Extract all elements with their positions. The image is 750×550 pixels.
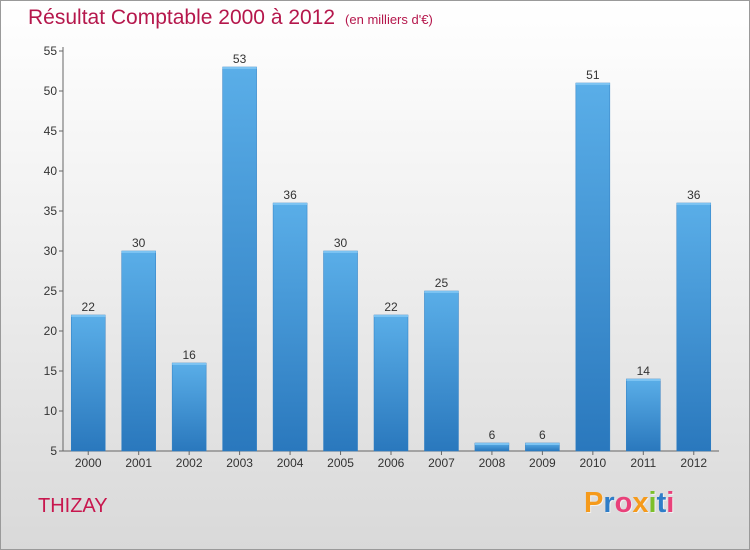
bar-top-highlight-2007 [424,291,459,293]
bar-top-highlight-2002 [172,363,207,365]
bar-top-highlight-2001 [121,251,156,253]
y-tick-label: 10 [44,404,58,418]
bar-2011 [626,378,661,452]
logo-letter: P [584,487,604,519]
bar-top-highlight-2012 [676,203,711,205]
y-tick-label: 30 [44,244,58,258]
value-label-2000: 22 [82,300,96,314]
value-label-2009: 6 [539,428,546,442]
chart-subtitle: (en milliers d'€) [345,12,433,27]
y-tick-label: 55 [44,44,58,58]
value-label-2001: 30 [132,236,146,250]
logo-letter: o [614,487,633,519]
bar-top-highlight-2008 [474,443,509,445]
value-label-2008: 6 [489,428,496,442]
bar-top-highlight-2006 [374,315,408,317]
value-label-2004: 36 [283,188,297,202]
x-tick-label: 2004 [277,456,304,470]
x-tick-label: 2000 [75,456,102,470]
x-tick-label: 2001 [125,456,152,470]
proxiti-logo[interactable]: Proxiti [584,487,674,520]
x-tick-label: 2003 [226,456,253,470]
logo-letter: x [632,487,649,519]
y-tick-label: 5 [50,444,57,458]
chart-title: Résultat Comptable 2000 à 2012 (en millie… [28,6,433,30]
labels-group: 2000 22 2001 30 2002 16 2003 53 2004 36 2005 30 2006… [75,52,708,470]
y-tick-label: 35 [44,204,58,218]
bar-2012 [676,202,712,452]
bar-2007 [424,290,459,452]
value-label-2005: 30 [334,236,348,250]
bar-top-highlight-2000 [71,315,106,317]
bar-2010 [575,82,611,452]
y-tick-label: 15 [44,364,58,378]
value-label-2002: 16 [182,348,196,362]
bar-2004 [272,202,308,452]
x-tick-label: 2009 [529,456,556,470]
y-tick-label: 45 [44,124,58,138]
bar-top-highlight-2005 [323,251,358,253]
logo-letter: i [666,487,675,519]
bar-2005 [323,250,358,452]
x-tick-label: 2010 [579,456,606,470]
bar-2003 [222,66,257,452]
bar-2000 [70,314,106,452]
bar-2002 [171,362,207,452]
logo-letter: i [648,487,657,519]
x-tick-label: 2008 [479,456,506,470]
value-label-2011: 14 [637,364,651,378]
place-name: THIZAY [38,495,108,517]
bar-top-highlight-2004 [273,203,308,205]
x-tick-label: 2012 [680,456,707,470]
chart-title-text: Résultat Comptable 2000 à 2012 [28,6,336,29]
bar-2006 [373,314,409,452]
x-tick-label: 2006 [378,456,405,470]
x-tick-label: 2005 [327,456,354,470]
logo-letter: t [656,487,667,519]
y-tick-label: 40 [44,164,58,178]
bar-top-highlight-2003 [222,67,257,69]
value-label-2007: 25 [435,276,449,290]
value-label-2006: 22 [384,300,398,314]
x-tick-label: 2011 [630,456,656,470]
y-tick-label: 50 [44,84,58,98]
y-tick-label: 25 [44,284,58,298]
bar-top-highlight-2011 [626,379,661,381]
bar-top-highlight-2009 [525,443,560,445]
value-label-2012: 36 [687,188,701,202]
bar-2001 [121,250,156,452]
x-tick-label: 2007 [428,456,455,470]
value-label-2010: 51 [586,68,600,82]
bar-top-highlight-2010 [575,83,610,85]
x-tick-label: 2002 [176,456,203,470]
logo-letter: r [603,487,615,519]
y-tick-label: 20 [44,324,58,338]
value-label-2003: 53 [233,52,247,66]
bars-group [70,66,712,452]
